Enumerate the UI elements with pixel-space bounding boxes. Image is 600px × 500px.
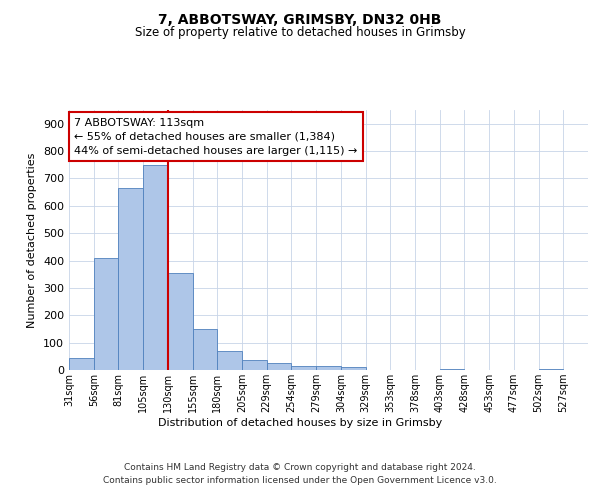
Text: Size of property relative to detached houses in Grimsby: Size of property relative to detached ho… xyxy=(134,26,466,39)
Bar xyxy=(267,363,292,370)
Bar xyxy=(69,358,94,370)
Text: 7 ABBOTSWAY: 113sqm
← 55% of detached houses are smaller (1,384)
44% of semi-det: 7 ABBOTSWAY: 113sqm ← 55% of detached ho… xyxy=(74,118,358,156)
Bar xyxy=(341,368,365,370)
Bar xyxy=(193,329,217,370)
Bar xyxy=(143,164,168,370)
Text: 7, ABBOTSWAY, GRIMSBY, DN32 0HB: 7, ABBOTSWAY, GRIMSBY, DN32 0HB xyxy=(158,12,442,26)
Bar xyxy=(94,258,118,370)
Bar xyxy=(168,273,193,370)
Bar xyxy=(539,368,563,370)
Text: Contains HM Land Registry data © Crown copyright and database right 2024.: Contains HM Land Registry data © Crown c… xyxy=(124,462,476,471)
Bar xyxy=(292,366,316,370)
Text: Distribution of detached houses by size in Grimsby: Distribution of detached houses by size … xyxy=(158,418,442,428)
Bar xyxy=(316,366,341,370)
Text: Contains public sector information licensed under the Open Government Licence v3: Contains public sector information licen… xyxy=(103,476,497,485)
Bar xyxy=(118,188,143,370)
Bar xyxy=(440,368,464,370)
Bar xyxy=(242,360,267,370)
Bar xyxy=(217,351,242,370)
Y-axis label: Number of detached properties: Number of detached properties xyxy=(28,152,37,328)
